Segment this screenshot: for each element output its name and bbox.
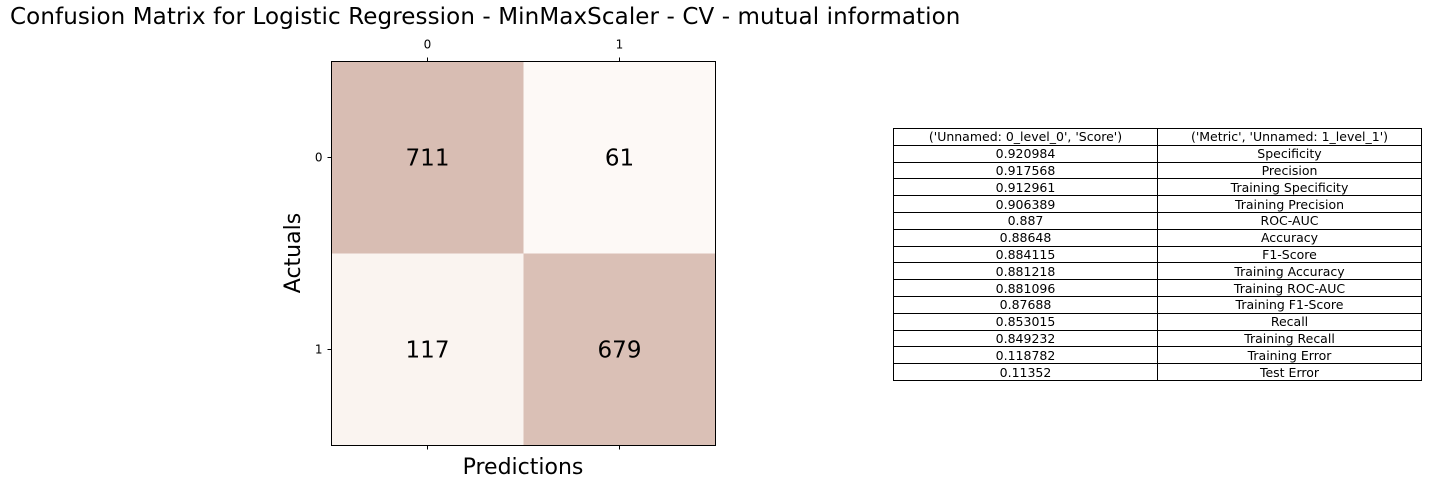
table-cell: Training Recall xyxy=(1157,329,1422,348)
table-cell: Training Precision xyxy=(1157,195,1422,213)
table-cell: 0.881096 xyxy=(893,279,1158,297)
table-row: 0.849232 Training Recall xyxy=(893,329,1422,348)
table-cell: Accuracy xyxy=(1157,228,1422,247)
plot-frame xyxy=(331,61,716,446)
table-row: 0.87688 Training F1-Score xyxy=(893,295,1422,314)
chart-title: Confusion Matrix for Logistic Regression… xyxy=(10,4,961,30)
table-row: 0.118782 Training Error xyxy=(893,346,1422,365)
table-header-cell: ('Metric', 'Unnamed: 1_level_1') xyxy=(1157,128,1422,146)
table-cell: 0.884115 xyxy=(893,245,1158,264)
x-axis-label: Predictions xyxy=(463,455,584,480)
table-cell: 0.887 xyxy=(893,211,1158,230)
table-row: 0.88648 Accuracy xyxy=(893,228,1422,247)
table-row: 0.884115 F1-Score xyxy=(893,245,1422,264)
table-cell: 0.118782 xyxy=(893,346,1158,365)
table-row: 0.912961 Training Specificity xyxy=(893,178,1422,197)
table-row: 0.853015 Recall xyxy=(893,312,1422,331)
cell-value-labels: 711 61 117 679 xyxy=(406,146,642,364)
table-row: 0.917568 Precision xyxy=(893,161,1422,180)
table-cell: Training Error xyxy=(1157,346,1422,365)
heatmap-cell xyxy=(523,253,716,446)
heatmap-cell xyxy=(331,253,524,446)
heatmap-cell xyxy=(523,61,716,254)
table-cell: Test Error xyxy=(1157,363,1422,381)
table-cell: Recall xyxy=(1157,312,1422,331)
table-cell: 0.912961 xyxy=(893,178,1158,197)
table-cell: Training F1-Score xyxy=(1157,295,1422,314)
heatmap-cells xyxy=(331,61,716,446)
heatmap-cell xyxy=(331,61,524,254)
table-cell: ROC-AUC xyxy=(1157,211,1422,230)
table-row: 0.881218 Training Accuracy xyxy=(893,262,1422,281)
table-cell: Training Accuracy xyxy=(1157,262,1422,281)
axis-ticks: 0 1 0 1 xyxy=(315,38,623,450)
table-cell: 0.853015 xyxy=(893,312,1158,331)
table-cell: F1-Score xyxy=(1157,245,1422,264)
y-tick-label: 0 xyxy=(315,151,323,165)
table-cell: 0.87688 xyxy=(893,295,1158,314)
x-tick-label: 0 xyxy=(424,38,432,52)
table-row: 0.881096 Training ROC-AUC xyxy=(893,279,1422,297)
y-tick-label: 1 xyxy=(315,343,323,357)
x-tick-label: 1 xyxy=(616,38,624,52)
table-cell: Training ROC-AUC xyxy=(1157,279,1422,297)
cell-value-label: 679 xyxy=(598,338,642,364)
table-cell: 0.849232 xyxy=(893,329,1158,348)
table-row: 0.906389 Training Precision xyxy=(893,195,1422,213)
cell-value-label: 117 xyxy=(406,338,450,364)
table-cell: 0.906389 xyxy=(893,195,1158,213)
table-cell: Precision xyxy=(1157,161,1422,180)
table-cell: 0.11352 xyxy=(893,363,1158,381)
table-header-row: ('Unnamed: 0_level_0', 'Score') ('Metric'… xyxy=(893,128,1422,146)
table-cell: Training Specificity xyxy=(1157,178,1422,197)
table-row: 0.887 ROC-AUC xyxy=(893,211,1422,230)
table-cell: 0.920984 xyxy=(893,144,1158,163)
cell-value-label: 61 xyxy=(605,146,634,172)
table-header-cell: ('Unnamed: 0_level_0', 'Score') xyxy=(893,128,1158,146)
table-row: 0.11352 Test Error xyxy=(893,363,1422,381)
table-cell: Specificity xyxy=(1157,144,1422,163)
cell-value-label: 711 xyxy=(406,146,450,172)
table-cell: 0.917568 xyxy=(893,161,1158,180)
table-row: 0.920984 Specificity xyxy=(893,144,1422,163)
metrics-table: ('Unnamed: 0_level_0', 'Score') ('Metric'… xyxy=(893,128,1422,381)
table-cell: 0.881218 xyxy=(893,262,1158,281)
y-axis-label: Actuals xyxy=(281,213,306,293)
table-cell: 0.88648 xyxy=(893,228,1158,247)
